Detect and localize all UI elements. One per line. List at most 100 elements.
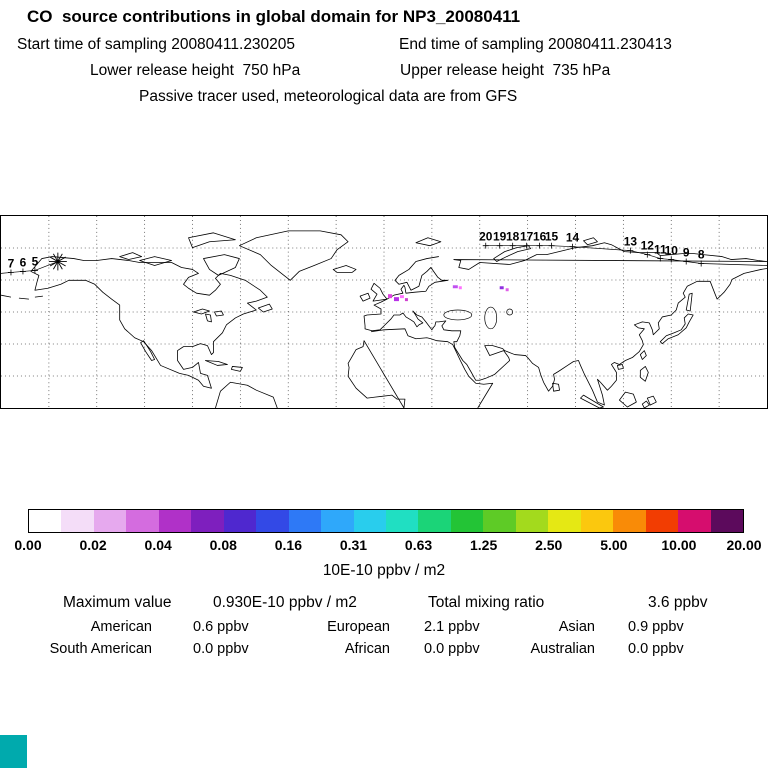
contribution-patch bbox=[499, 286, 504, 290]
region-name: European bbox=[327, 619, 390, 635]
colorbar-units-label: 10E-10 ppbv / m2 bbox=[322, 562, 446, 579]
coastline-path bbox=[140, 340, 155, 361]
coastline-path bbox=[685, 292, 693, 312]
region-name: South American bbox=[49, 641, 152, 657]
coastline-path bbox=[139, 256, 172, 266]
colorbar-segment bbox=[191, 510, 224, 532]
colorbar-tick-label: 0.08 bbox=[209, 537, 237, 553]
colorbar-tick-label: 0.04 bbox=[144, 537, 172, 553]
colorbar-segment bbox=[450, 510, 484, 532]
trajectory-day-label: 14 bbox=[566, 231, 580, 245]
region-value: 0.6 ppbv bbox=[193, 619, 249, 635]
start-time-label: Start time of sampling 20080411.230205 bbox=[17, 36, 296, 53]
region-name: Asian bbox=[558, 619, 595, 635]
coastline-path bbox=[583, 237, 598, 246]
colorbar-tick-label: 10.00 bbox=[661, 537, 697, 553]
trajectory-marker bbox=[569, 243, 576, 250]
region-value: 0.0 ppbv bbox=[424, 641, 480, 657]
coastline-path bbox=[359, 292, 371, 302]
caspian-sea-outline bbox=[484, 306, 498, 330]
trajectory-marker bbox=[509, 242, 516, 249]
contribution-patch bbox=[393, 297, 399, 302]
trajectory-day-label: 20 bbox=[479, 230, 493, 244]
trajectory-day-label: 19 bbox=[493, 230, 507, 244]
coastline-path bbox=[639, 350, 647, 360]
trajectory-day-label: 18 bbox=[506, 230, 520, 244]
coastline-path bbox=[370, 282, 388, 302]
coastline-path bbox=[646, 395, 657, 406]
contribution-patch bbox=[505, 288, 509, 292]
trajectory-day-label: 12 bbox=[641, 239, 655, 253]
trajectory-marker bbox=[627, 247, 634, 254]
great-lakes-outline bbox=[193, 308, 224, 323]
star-spoke bbox=[49, 256, 66, 267]
coastlines bbox=[1, 230, 767, 408]
coastline-path bbox=[618, 391, 637, 408]
coastline-path bbox=[238, 230, 349, 281]
colorbar-segment bbox=[613, 510, 646, 532]
colorbar-tick-label: 0.31 bbox=[339, 537, 368, 553]
trajectory-marker bbox=[482, 242, 489, 249]
coastline-path bbox=[580, 394, 604, 408]
colorbar: 0.00 0.02 0.04 0.08 0.16 0.31 0.63 1.25 2.50 5.00… bbox=[14, 509, 762, 557]
colorbar-tick-label: 0.16 bbox=[274, 537, 302, 553]
coastline-path bbox=[30, 256, 268, 389]
trajectory-marker bbox=[668, 256, 675, 263]
contribution-patch bbox=[387, 294, 392, 299]
trajectory-marker bbox=[31, 267, 38, 274]
trajectory-marker bbox=[657, 255, 664, 262]
contribution-patch bbox=[458, 286, 462, 290]
coastline-path bbox=[641, 400, 650, 408]
colorbar-tick-label: 2.50 bbox=[535, 537, 563, 553]
colorbar-segment bbox=[418, 510, 451, 532]
colorbar-segment bbox=[710, 510, 743, 532]
aleutian-islands bbox=[1, 294, 43, 300]
trajectory-day-label: 6 bbox=[20, 256, 27, 270]
trajectory-marker bbox=[496, 242, 503, 249]
trajectory-marker bbox=[644, 251, 651, 258]
trajectory-day-label: 7 bbox=[8, 257, 15, 271]
coastline-path bbox=[616, 364, 624, 370]
trajectory-day-label: 13 bbox=[624, 235, 638, 249]
colorbar-segment bbox=[385, 510, 419, 532]
trajectory-marker bbox=[523, 242, 530, 249]
trajectory-marker bbox=[536, 242, 543, 249]
coastline-path bbox=[119, 252, 143, 260]
region-name: American bbox=[90, 619, 152, 635]
region-name: Australian bbox=[530, 641, 595, 657]
colorbar-tick-label: 5.00 bbox=[600, 537, 628, 553]
black-sea-outline bbox=[443, 309, 473, 321]
total-mixing-ratio-value: 3.6 ppbv bbox=[648, 594, 708, 611]
coastline-path bbox=[188, 232, 236, 249]
release-point-star bbox=[48, 252, 67, 271]
coastline-path bbox=[552, 382, 560, 392]
colorbar-ticks: 0.00 0.02 0.04 0.08 0.16 0.31 0.63 1.25 2.50 5.00… bbox=[14, 537, 761, 555]
coastline-path bbox=[363, 242, 767, 406]
colorbar-segment bbox=[93, 510, 127, 532]
colorbar-segment bbox=[580, 510, 614, 532]
trajectory-marker bbox=[7, 269, 14, 276]
maximum-value-label: Maximum value bbox=[63, 594, 172, 611]
trajectory-day-label: 9 bbox=[683, 246, 690, 260]
region-name: African bbox=[344, 641, 390, 657]
trajectory-day-label: 8 bbox=[698, 248, 705, 262]
colorbar-segment bbox=[223, 510, 257, 532]
maximum-value: 0.930E-10 ppbv / m2 bbox=[213, 594, 357, 611]
coastline-path bbox=[332, 265, 357, 273]
coastline-path bbox=[203, 254, 240, 276]
coastline-path bbox=[659, 313, 694, 345]
lower-release-height-label: Lower release height 750 hPa bbox=[90, 62, 301, 79]
trajectory-day-label: 16 bbox=[533, 230, 547, 244]
colorbar-segment bbox=[645, 510, 679, 532]
trajectory-day-label: 10 bbox=[665, 244, 679, 258]
colorbar-segment bbox=[61, 510, 94, 532]
region-value: 0.0 ppbv bbox=[193, 641, 249, 657]
colorbar-segments bbox=[28, 509, 744, 533]
contribution-patch bbox=[404, 298, 408, 302]
colorbar-tick-label: 1.25 bbox=[470, 537, 498, 553]
colorbar-segment bbox=[29, 510, 62, 532]
end-time-label: End time of sampling 20080411.230413 bbox=[399, 36, 672, 53]
region-stats: American 0.6 ppbv European 2.1 ppbv Asian 0.9… bbox=[0, 619, 768, 657]
